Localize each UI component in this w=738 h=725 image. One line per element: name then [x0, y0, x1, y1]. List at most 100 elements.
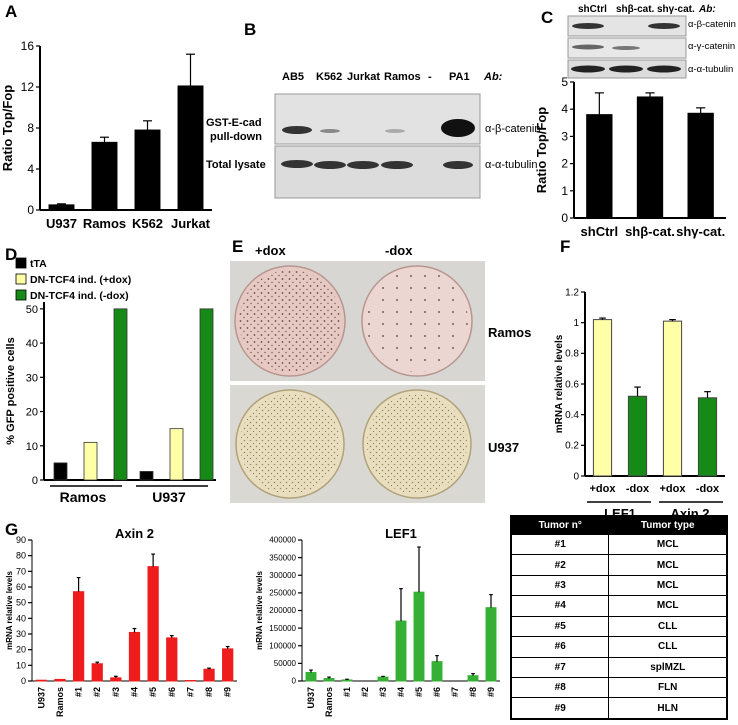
- y-tick-label: 350000: [269, 553, 296, 562]
- panel-label-a: A: [5, 2, 18, 21]
- y-tick-label: 90: [16, 535, 26, 545]
- chart-d: 0 10 20 30 40 50 % GFP positive cells Ramos U937…: [5, 257, 216, 505]
- y-tick-label: 3: [561, 129, 568, 143]
- table-cell: #1: [510, 533, 610, 556]
- lane-label: shβ-cat.: [616, 4, 655, 15]
- table-cell: CLL: [608, 636, 728, 658]
- y-tick-label: 4: [561, 102, 568, 116]
- bar: [323, 678, 335, 682]
- x-tick-label: U937: [306, 687, 316, 709]
- table-row: #6 CLL: [510, 636, 728, 658]
- table-row: #5 CLL: [510, 615, 728, 638]
- x-tick-label: K562: [132, 216, 163, 230]
- bar: [305, 672, 317, 682]
- x-tick-label: #6: [432, 687, 442, 697]
- bar: [413, 591, 425, 682]
- x-tick-label: #2: [360, 687, 370, 697]
- x-tick-label: #2: [92, 687, 102, 697]
- table-cell: #9: [510, 697, 610, 720]
- x-tick-label: #8: [204, 687, 214, 697]
- x-tick-label: +dox: [660, 483, 687, 495]
- table-header: Tumor type: [608, 515, 728, 535]
- y-tick-label: 12: [21, 80, 35, 94]
- x-tick-label: shγ-cat.: [676, 224, 725, 239]
- y-tick-label: 1: [561, 184, 568, 198]
- y-tick-label: 0.2: [565, 441, 579, 452]
- y-axis-label: mRNA relative levels: [5, 571, 14, 650]
- tumor-table: Tumor n° Tumor type #1 MCL #2 MCL #3 MCL #4 MCL…: [510, 515, 728, 720]
- x-tick-label: U937: [36, 687, 46, 709]
- ab-header: Ab:: [698, 4, 716, 15]
- lane-label: shCtrl: [578, 4, 607, 15]
- bar: [377, 676, 389, 682]
- y-tick-label: 0: [27, 203, 34, 217]
- bar: [431, 661, 443, 682]
- row-label: Ramos: [488, 325, 531, 340]
- table-cell: #4: [510, 595, 610, 617]
- bar: [199, 308, 214, 481]
- antibody-label: α-β-catenin: [688, 19, 736, 30]
- table-cell: #2: [510, 554, 610, 576]
- y-axis-label: mRNA relative levels: [255, 571, 264, 650]
- bar: [222, 648, 234, 682]
- y-tick-label: 40: [16, 613, 26, 623]
- table-cell: CLL: [608, 615, 728, 638]
- chart-f: 0 0.2 0.4 0.6 0.8 1 1.2 mRNA relative levels +do…: [554, 287, 725, 520]
- x-tick-label: #3: [111, 687, 121, 697]
- blot-strip-lysate: [274, 145, 481, 199]
- bar: [113, 308, 128, 481]
- colony-plates-e: +dox -dox Ramos U937: [230, 243, 531, 503]
- bar: [83, 441, 98, 481]
- legend-swatch: [15, 289, 27, 301]
- antibody-label: α-γ-catenin: [688, 41, 735, 52]
- y-tick-label: 100000: [269, 641, 296, 650]
- y-tick-label: 50: [26, 304, 38, 316]
- table-cell: #7: [510, 656, 610, 678]
- table-cell: splMZL: [608, 656, 728, 678]
- x-tick-label: #9: [223, 687, 233, 697]
- x-tick-label: #9: [486, 687, 496, 697]
- bar: [586, 114, 613, 219]
- y-tick-label: 0: [573, 471, 579, 482]
- y-axis-label: Ratio Top/Fop: [534, 107, 549, 193]
- x-tick-label: U937: [46, 216, 77, 230]
- bar: [139, 471, 154, 481]
- y-tick-label: 1.2: [565, 287, 579, 298]
- y-tick-label: 70: [16, 566, 26, 576]
- bar: [54, 678, 66, 682]
- x-tick-label: Ramos: [83, 216, 126, 230]
- y-tick-label: 300000: [269, 571, 296, 580]
- y-tick-label: 60: [16, 582, 26, 592]
- lane-label: Jurkat: [347, 71, 380, 83]
- x-tick-label: -dox: [696, 483, 720, 495]
- legend-label: tTA: [30, 258, 47, 270]
- bar: [687, 112, 714, 219]
- table-cell: #6: [510, 636, 610, 658]
- lane-label: Ramos: [384, 71, 421, 83]
- bar: [341, 679, 353, 682]
- table-header: Tumor n°: [510, 515, 610, 535]
- table-row: #3 MCL: [510, 574, 728, 597]
- y-tick-label: 10: [16, 660, 26, 670]
- table-row: #2 MCL: [510, 554, 728, 576]
- x-tick-label: shβ-cat.: [625, 224, 675, 239]
- row-label: Total lysate: [206, 159, 266, 171]
- x-tick-label: #6: [167, 687, 177, 697]
- lane-label: PA1: [449, 71, 470, 83]
- chart-a: 0 4 8 12 16 Ratio Top/Fop U937 Ramos K562 Jurkat: [0, 39, 212, 230]
- bar: [169, 428, 184, 481]
- table-cell: #5: [510, 615, 610, 638]
- chart-g-axin2: 0 10 20 30 40 50 60 70 80 90 mRNA relative levels A…: [5, 526, 237, 717]
- x-tick-label: #5: [414, 687, 424, 697]
- bar: [485, 607, 497, 682]
- lane-label: shγ-cat.: [657, 4, 695, 15]
- y-tick-label: 50000: [274, 659, 297, 668]
- blot-strip-pulldown: [274, 93, 481, 145]
- y-tick-label: 0.6: [565, 379, 579, 390]
- y-tick-label: 250000: [269, 589, 296, 598]
- antibody-label: α-β-catenin: [485, 123, 540, 135]
- blot-bands: [281, 119, 475, 169]
- x-tick-label: #1: [74, 687, 84, 697]
- x-tick-label: -dox: [626, 483, 650, 495]
- x-tick-label: #8: [468, 687, 478, 697]
